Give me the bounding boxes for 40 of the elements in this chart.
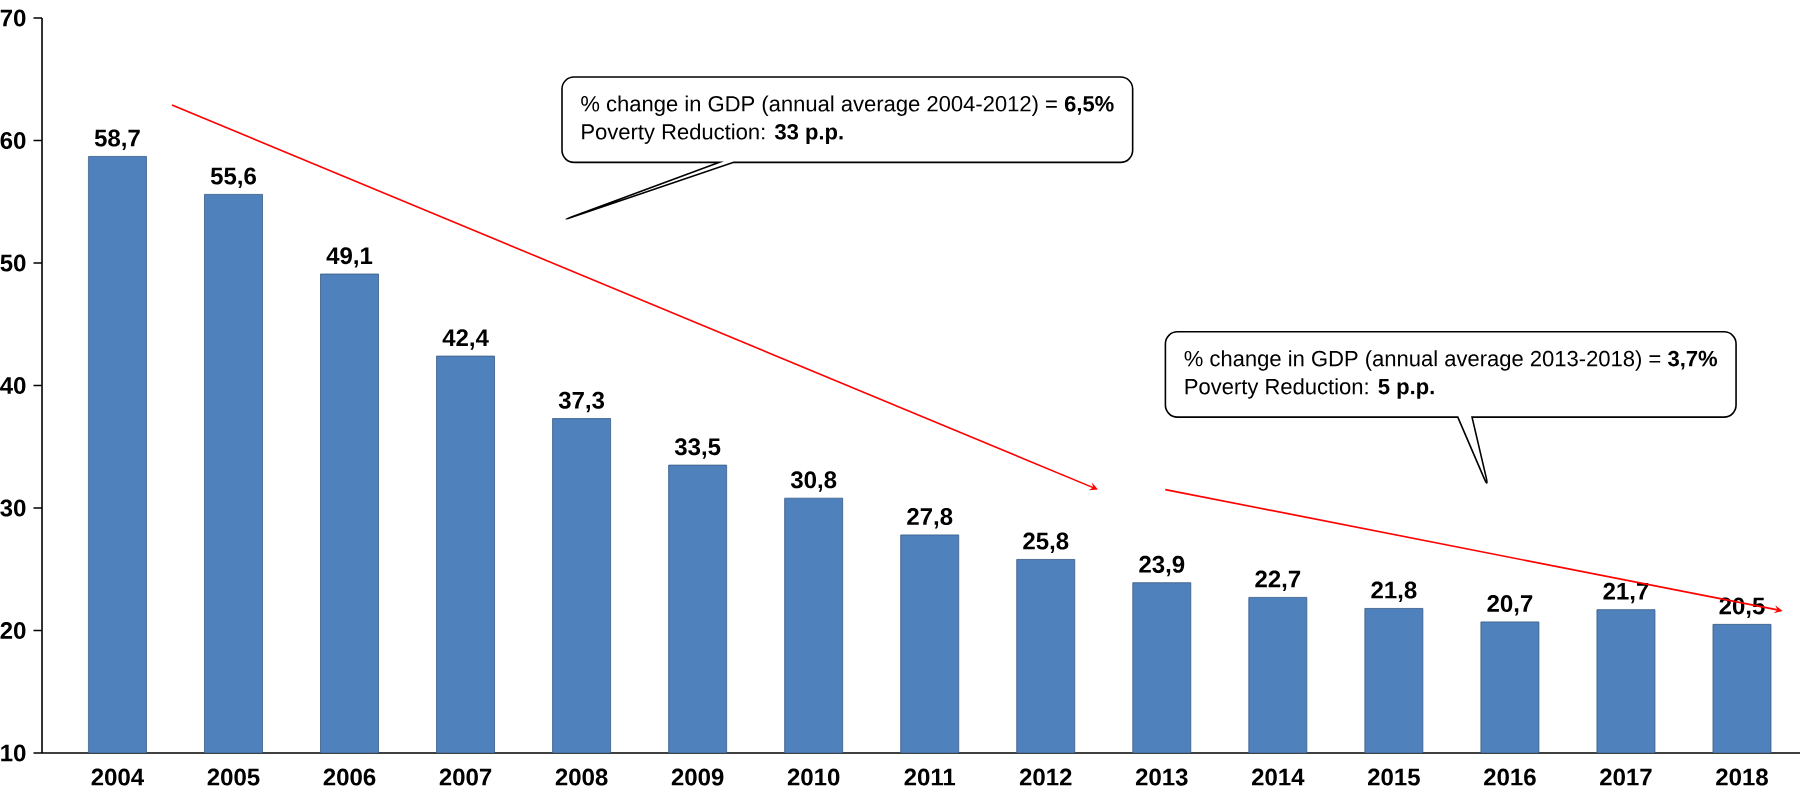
data-label: 21,7 bbox=[1603, 582, 1649, 604]
x-tick-label: 2018 bbox=[1716, 768, 1768, 786]
x-tick-label: 2015 bbox=[1368, 768, 1420, 786]
x-tick-label: 2007 bbox=[439, 768, 492, 786]
data-label: 33,5 bbox=[674, 438, 721, 459]
data-label: 49,1 bbox=[326, 247, 373, 268]
x-tick-label: 2009 bbox=[671, 768, 724, 786]
y-tick-label: 50 bbox=[0, 254, 26, 272]
x-tick-label: 2011 bbox=[904, 768, 956, 786]
x-tick-label: 2012 bbox=[1019, 768, 1072, 786]
annotation: % change in GDP (annual average 2004-2012) = 6,5% bbox=[581, 95, 1114, 116]
x-tick-label: 2014 bbox=[1251, 768, 1305, 786]
data-label: 20,7 bbox=[1487, 595, 1533, 616]
data-label: 37,3 bbox=[558, 391, 605, 413]
x-tick-label: 2016 bbox=[1484, 768, 1536, 786]
y-tick-label: 30 bbox=[0, 499, 26, 517]
x-tick-label: 2017 bbox=[1600, 768, 1652, 786]
x-tick-label: 2006 bbox=[323, 768, 376, 786]
data-label: 55,6 bbox=[210, 167, 256, 188]
data-label: 27,8 bbox=[907, 508, 953, 529]
x-tick-label: 2013 bbox=[1135, 768, 1188, 786]
data-label: 23,9 bbox=[1139, 555, 1185, 577]
annotation: % change in GDP (annual average 2013-2018) = 3,7% bbox=[1184, 350, 1718, 371]
y-tick-label: 40 bbox=[0, 377, 26, 394]
data-label: 42,4 bbox=[442, 329, 489, 350]
y-tick-label: 10 bbox=[1, 744, 26, 762]
y-tick-label: 60 bbox=[0, 132, 26, 149]
annotation: Poverty Reduction: 5 p.p. bbox=[1185, 378, 1434, 399]
x-tick-label: 2005 bbox=[207, 768, 260, 786]
y-tick-label: 70 bbox=[0, 9, 26, 27]
data-label: 22,7 bbox=[1255, 570, 1301, 591]
x-tick-label: 2004 bbox=[91, 768, 144, 786]
x-tick-label: 2010 bbox=[787, 768, 840, 786]
data-label: 58,7 bbox=[94, 129, 140, 151]
x-tick-label: 2008 bbox=[555, 768, 608, 786]
annotation: Poverty Reduction: 33 p.p. bbox=[582, 123, 843, 144]
data-label: 25,8 bbox=[1023, 532, 1069, 554]
data-label: 21,8 bbox=[1371, 581, 1417, 603]
y-tick-label: 20 bbox=[0, 622, 26, 639]
data-label: 30,8 bbox=[790, 471, 837, 492]
